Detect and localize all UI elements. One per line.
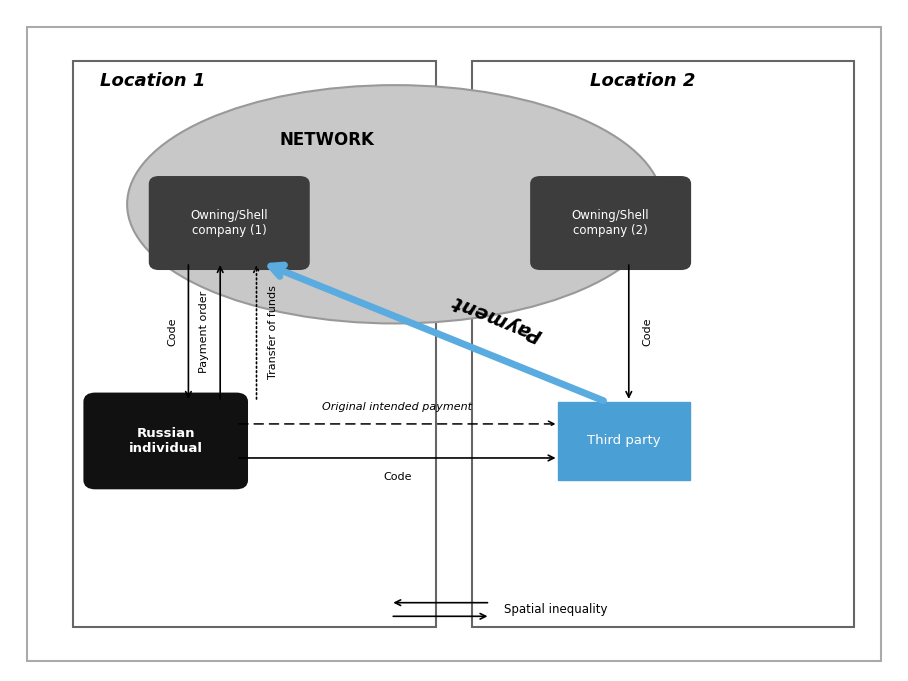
- Text: Owning/Shell
company (1): Owning/Shell company (1): [191, 209, 268, 237]
- Text: Location 2: Location 2: [590, 72, 696, 89]
- Text: Code: Code: [383, 472, 411, 482]
- Text: Payment: Payment: [449, 291, 545, 345]
- Text: Code: Code: [642, 318, 652, 346]
- Text: Code: Code: [167, 318, 177, 346]
- FancyBboxPatch shape: [73, 61, 436, 627]
- Text: Original intended payment: Original intended payment: [322, 402, 472, 412]
- FancyBboxPatch shape: [150, 177, 309, 269]
- Text: Spatial inequality: Spatial inequality: [504, 603, 607, 616]
- Text: Transfer of funds: Transfer of funds: [268, 285, 278, 379]
- FancyBboxPatch shape: [84, 394, 247, 488]
- FancyArrowPatch shape: [271, 265, 604, 400]
- Text: Payment order: Payment order: [199, 291, 209, 373]
- FancyBboxPatch shape: [531, 177, 690, 269]
- FancyBboxPatch shape: [558, 402, 690, 480]
- Text: Russian
individual: Russian individual: [129, 427, 202, 455]
- Ellipse shape: [127, 85, 663, 323]
- FancyBboxPatch shape: [27, 27, 881, 661]
- Text: Third party: Third party: [587, 434, 661, 447]
- Text: Owning/Shell
company (2): Owning/Shell company (2): [572, 209, 649, 237]
- Text: Location 1: Location 1: [100, 72, 205, 89]
- FancyBboxPatch shape: [472, 61, 854, 627]
- Text: NETWORK: NETWORK: [280, 131, 374, 148]
